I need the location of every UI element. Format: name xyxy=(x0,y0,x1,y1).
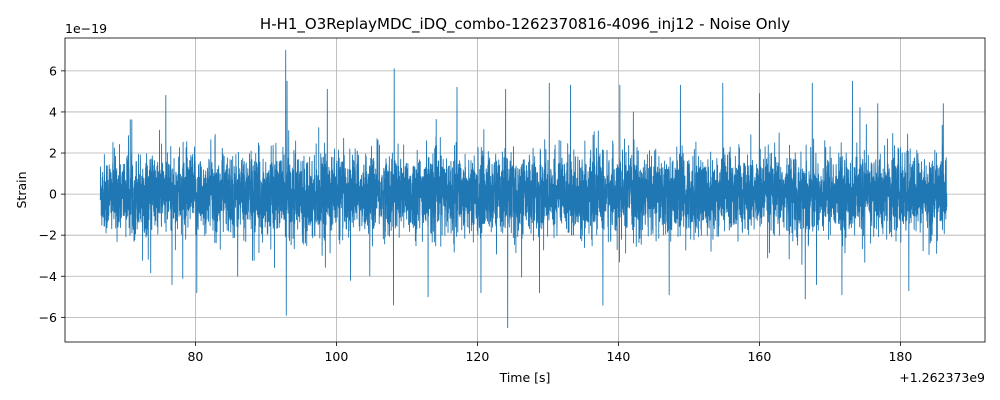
y-scale-label: 1e−19 xyxy=(65,21,107,36)
y-tick-label: 0 xyxy=(49,187,57,202)
y-tick-label: 6 xyxy=(49,63,57,78)
y-axis-label: Strain xyxy=(14,171,29,208)
y-tick-label: −6 xyxy=(39,310,57,325)
strain-series-line xyxy=(99,49,948,329)
x-offset-label: +1.262373e9 xyxy=(899,370,985,385)
grid xyxy=(65,38,985,342)
y-tick-label: 2 xyxy=(49,146,57,161)
x-axis-label: Time [s] xyxy=(499,370,551,385)
y-tick-label: −2 xyxy=(39,228,57,243)
y-axis-ticks: −6 −4 −2 0 2 4 6 xyxy=(39,63,65,325)
chart-title: H-H1_O3ReplayMDC_iDQ_combo-1262370816-40… xyxy=(260,15,790,34)
y-tick-label: 4 xyxy=(49,104,57,119)
x-tick-label: 80 xyxy=(187,349,203,364)
y-tick-label: −4 xyxy=(39,269,57,284)
x-axis-ticks: 80 100 120 140 160 180 xyxy=(187,342,912,364)
x-tick-label: 180 xyxy=(888,349,912,364)
series-layer xyxy=(99,49,948,329)
x-tick-label: 120 xyxy=(465,349,489,364)
plot-frame xyxy=(64,37,986,343)
x-tick-label: 100 xyxy=(324,349,348,364)
x-tick-label: 160 xyxy=(747,349,771,364)
x-tick-label: 140 xyxy=(606,349,630,364)
